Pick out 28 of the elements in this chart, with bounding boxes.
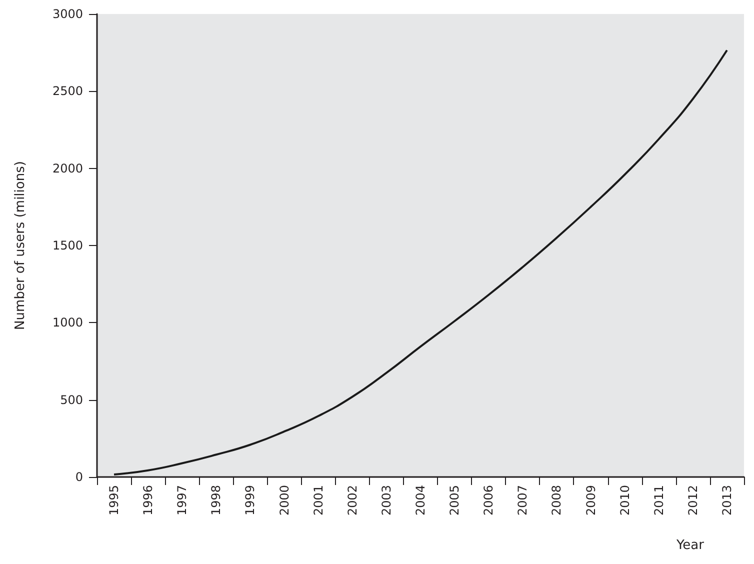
x-tick-label: 1997 bbox=[175, 485, 190, 516]
x-tick-label: 2007 bbox=[516, 485, 530, 516]
x-tick-label: 2012 bbox=[686, 485, 700, 516]
y-tick-label: 0 bbox=[75, 470, 83, 484]
y-axis-title: Number of users (milions) bbox=[13, 161, 28, 330]
x-tick-label: 2009 bbox=[584, 485, 598, 516]
y-tick-label: 2000 bbox=[52, 161, 83, 176]
y-tick-label: 3000 bbox=[52, 7, 83, 21]
x-tick-label: 2008 bbox=[550, 485, 564, 516]
x-tick-label: 2001 bbox=[311, 485, 326, 516]
x-tick-label: 1995 bbox=[107, 485, 122, 516]
x-tick-label: 2002 bbox=[345, 485, 360, 516]
y-tick-label: 500 bbox=[60, 392, 83, 407]
x-tick-label: 2010 bbox=[618, 485, 632, 516]
x-axis-title: Year bbox=[675, 538, 705, 553]
y-tick-label: 1000 bbox=[52, 316, 83, 330]
x-tick-label: 2011 bbox=[652, 485, 666, 516]
x-tick-label: 2003 bbox=[379, 485, 394, 516]
x-tick-label: 2013 bbox=[720, 485, 734, 516]
y-tick-label: 2500 bbox=[52, 84, 83, 98]
x-tick-label: 2000 bbox=[277, 485, 292, 516]
y-tick-label: 1500 bbox=[52, 238, 83, 252]
x-tick-label: 1999 bbox=[243, 485, 258, 516]
x-tick-label: 2004 bbox=[414, 485, 428, 516]
x-tick-label: 2006 bbox=[482, 485, 496, 516]
x-tick-label: 1998 bbox=[209, 485, 224, 516]
x-tick-label: 2005 bbox=[448, 485, 462, 516]
x-tick-label: 1996 bbox=[141, 485, 156, 516]
